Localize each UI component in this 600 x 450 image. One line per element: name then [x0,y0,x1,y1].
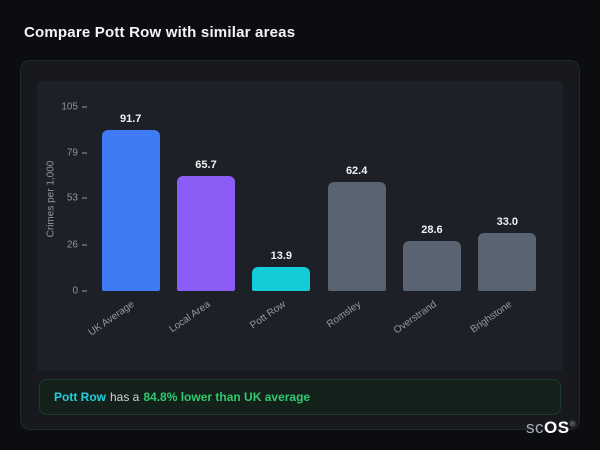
page-title: Compare Pott Row with similar areas [24,24,296,41]
note-area-name: Pott Row [54,390,106,404]
y-tick-label: 53 [66,192,78,204]
bar-value-label: 62.4 [345,164,368,177]
bar-chart: Crimes per 1,000 0 26 53 79 105 91.7 UK Avera… [46,102,539,339]
note-stat: 84.8% lower than UK average [143,390,311,404]
y-tick: 79 [67,147,87,158]
y-tick-mark [82,244,87,246]
bar-slot: 65.7 Local Area [167,107,237,335]
bar-romsley[interactable] [327,181,386,291]
y-tick-label: 0 [72,285,78,297]
y-tick-label: 79 [66,147,78,159]
y-tick: 53 [67,193,87,204]
bar-value-label: 65.7 [195,158,217,171]
y-tick-label: 105 [61,101,78,113]
bar-pott-row[interactable] [252,266,311,291]
y-tick-mark [82,152,87,154]
bar-overstrand[interactable] [402,240,462,291]
bar-uk-average[interactable] [101,130,160,291]
bar-slot: 91.7 UK Average [87,107,162,339]
bar-slot: 13.9 Pott Row [248,107,313,331]
bar-value-label: 33.0 [496,216,519,229]
registered-trademark-icon: ® [569,419,576,429]
y-tick-mark [82,197,87,199]
bars-area: 91.7 UK Average 65.7 Local Area 13.9 Pott Row… [87,107,539,339]
y-tick: 0 [72,286,87,297]
y-tick: 105 [61,102,87,113]
bar-brighstone[interactable] [478,233,537,291]
logo-prefix: sc [526,418,545,437]
bar-slot: 62.4 Romsley [325,107,388,330]
bar-slot: 28.6 Overstrand [391,107,463,336]
y-axis-label: Crimes per 1,000 [45,160,57,238]
bar-value-label: 13.9 [270,249,293,262]
y-tick-label: 26 [66,239,78,251]
bar-value-label: 91.7 [119,113,142,126]
y-tick-mark [82,290,87,292]
chart-card: Crimes per 1,000 0 26 53 79 105 91.7 UK Avera… [20,60,580,430]
y-tick: 26 [67,240,87,251]
bar-value-label: 28.6 [421,223,443,236]
comparison-note: Pott Row has a 84.8% lower than UK avera… [39,379,561,415]
bar-slot: 33.0 Brighstone [468,107,539,335]
scos-logo: scOS® [526,418,576,438]
logo-suffix: OS [544,418,570,437]
y-tick-mark [82,106,87,108]
bar-local-area[interactable] [176,175,236,291]
note-connector: has a [110,390,140,404]
